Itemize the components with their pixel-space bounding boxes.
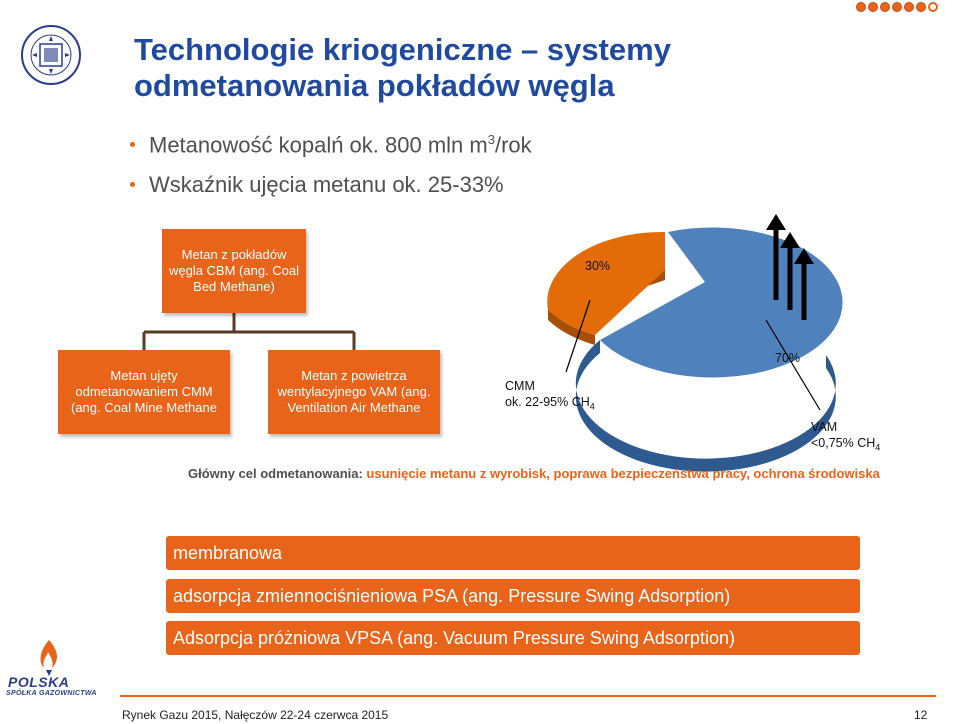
org-box-cbm: Metan z pokładów węgla CBM (ang. Coal Be… [162, 229, 306, 313]
org-box-vam: Metan z powietrza wentylacyjnego VAM (an… [268, 350, 440, 434]
method-bar-membrane: membranowa [166, 536, 860, 570]
progress-dot-current [928, 2, 938, 12]
bullet-methane-emission: Metanowość kopalń ok. 800 mln m3/rok [130, 132, 532, 158]
pie-annotation-cmm: CMM ok. 22-95% CH4 [505, 378, 595, 415]
progress-dot [868, 2, 878, 12]
pie-annotation-vam: VAM <0,75% CH4 [811, 419, 880, 456]
bullet-capture-rate: Wskaźnik ujęcia metanu ok. 25-33% [130, 172, 504, 198]
goal-label: Główny cel odmetanowania: [188, 466, 367, 481]
bullet-marker [130, 182, 135, 187]
page-number: 12 [914, 708, 928, 722]
vam-label: VAM [811, 420, 838, 434]
pie-label-70: 70% [775, 351, 801, 365]
vam-range: <0,75% CH4 [811, 436, 881, 453]
cmm-label: CMM [505, 379, 535, 393]
pie-label-30: 30% [585, 259, 611, 273]
progress-dot [892, 2, 902, 12]
goal-text: usunięcie metanu z wyrobisk, poprawa bez… [366, 466, 880, 481]
footer-text: Rynek Gazu 2015, Nałęczów 22-24 czerwca … [122, 708, 389, 722]
pie-slice-70 [600, 227, 843, 378]
progress-dot [880, 2, 890, 12]
slide-title: Technologie kriogeniczne – systemy odmet… [134, 32, 671, 103]
emission-arrows-icon [766, 214, 814, 320]
bullet-marker [130, 142, 135, 148]
psg-flame-logo-icon [40, 640, 58, 676]
org-box-cmm: Metan ujęty odmetanowaniem CMM (ang. Coa… [58, 350, 230, 434]
cmm-pointer-line [565, 299, 591, 373]
psg-logo-subtitle: SPÓŁKA GAZOWNICTWA [6, 690, 97, 697]
university-logo-icon [21, 25, 81, 85]
pie-slice-30 [547, 231, 665, 335]
progress-dot [916, 2, 926, 12]
pie-slice-30-side [548, 310, 595, 345]
vam-pointer-line [765, 319, 821, 411]
progress-dot [904, 2, 914, 12]
cmm-range: ok. 22-95% CH4 [505, 395, 595, 412]
method-bar-vpsa: Adsorpcja próżniowa VPSA (ang. Vacuum Pr… [166, 621, 860, 655]
bullet-text: Wskaźnik ujęcia metanu ok. 25-33% [149, 172, 504, 197]
goal-statement: Główny cel odmetanowania: usunięcie meta… [188, 466, 880, 481]
slide-progress-dots [856, 2, 938, 12]
psg-logo-name: POLSKA [8, 674, 70, 690]
bullet-text: Metanowość kopalń ok. 800 mln m3/rok [149, 132, 532, 158]
method-bar-psa: adsorpcja zmiennociśnieniowa PSA (ang. P… [166, 579, 860, 613]
progress-dot [856, 2, 866, 12]
footer-divider [120, 695, 936, 697]
